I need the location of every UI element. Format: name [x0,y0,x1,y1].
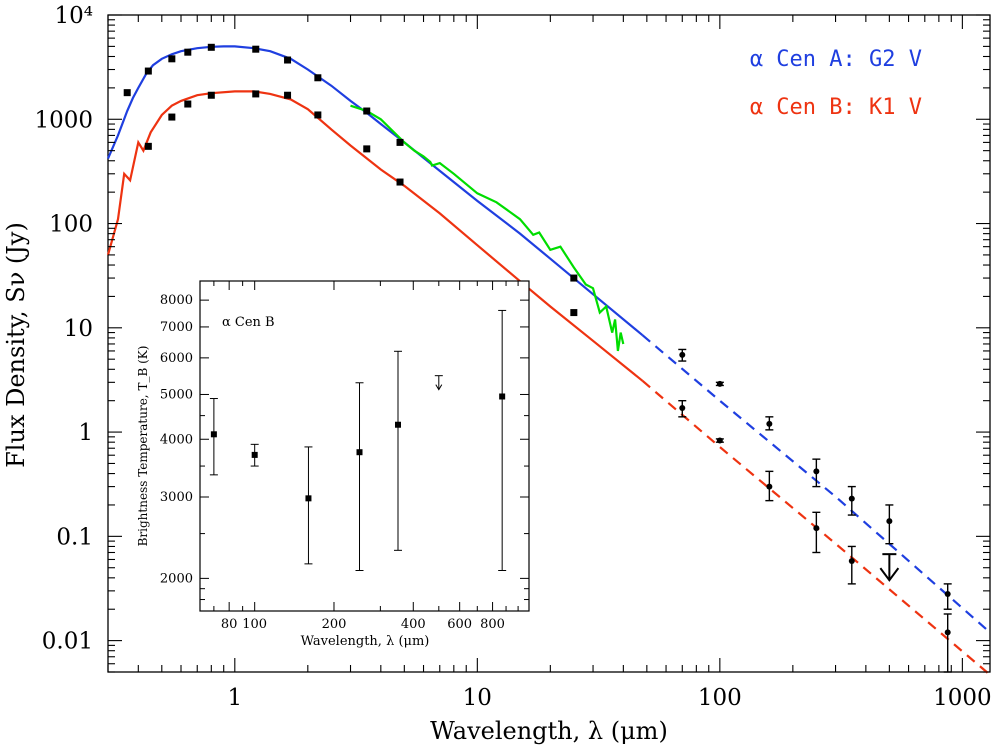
y-tick-label: 1000 [34,107,93,133]
x-tick-label: 1 [227,685,242,711]
main-axis-ticks: 1 10 100 1000 0.01 0.1 1 10 100 1000 10⁴ [34,3,991,711]
inset-y-tick-label: 5000 [160,387,193,402]
inset-data-point [305,495,312,502]
inset-points [209,309,507,572]
y-tick-label: 10 [64,316,93,342]
main-photometry-points [123,43,952,673]
x-tick-label: 1000 [933,685,992,711]
inset-title: α Cen B [222,315,275,330]
data-point [314,74,322,82]
data-point [144,67,152,75]
y-tick-label: 0.01 [42,629,93,655]
upper-limit-arrow [879,567,900,582]
inset-data-point [394,421,401,428]
data-point [123,89,131,97]
y-tick-label: 1 [78,420,93,446]
inset-x-tick-label: 200 [322,617,347,632]
inset-y-tick-label: 6000 [160,351,193,366]
y-tick-label: 100 [49,212,93,238]
inset-y-tick-label: 2000 [160,571,193,586]
data-point [848,495,855,502]
legend-entry-cen-b: α Cen B: K1 V [750,95,922,120]
inset-data-point [210,431,217,438]
inset-x-tick-label: 100 [242,617,267,632]
data-point [184,100,192,108]
data-point [284,56,292,64]
data-point [944,629,951,636]
inset-axis-ticks: 80 100 200 400 600 800 2000 3000 4000 5000 6000 700… [160,281,529,632]
inset-data-point [499,393,506,400]
inset-data-point [251,451,258,458]
data-point [168,113,176,121]
inset-x-tick-label: 600 [447,617,472,632]
x-tick-label: 100 [698,685,742,711]
data-point [144,142,152,150]
data-point [679,351,686,358]
inset-y-tick-label: 4000 [160,432,193,447]
data-point [168,55,176,63]
data-point [184,48,192,56]
data-point [363,145,371,153]
x-tick-label: 10 [463,685,492,711]
legend-entry-cen-a: α Cen A: G2 V [750,47,922,72]
inset-y-axis-label: Brightness Temperature, T_B (K) [136,346,150,547]
inset-plot-frame [199,280,530,612]
inset-y-tick-label: 8000 [160,293,193,308]
data-point [252,90,260,98]
data-point [813,468,820,475]
data-point [716,437,723,444]
data-point [813,525,820,532]
main-x-axis-label: Wavelength, λ (μm) [430,717,668,745]
data-point [396,178,404,186]
inset-x-tick-label: 800 [480,617,505,632]
data-point [679,405,686,412]
data-point [570,274,578,282]
inset-y-tick-label: 3000 [160,490,193,505]
inset-y-tick-label: 7000 [160,320,193,335]
inset-x-tick-label: 80 [221,617,238,632]
series-0-model-extrapolation [641,334,991,634]
data-point [314,111,322,119]
inset-data-point [356,449,363,456]
inset-x-axis-label: Wavelength, λ (μm) [301,634,430,649]
inset-upper-limit-arrow [435,384,443,391]
y-tick-label: 10⁴ [55,3,94,29]
data-point [207,43,215,51]
series-1-model-extrapolation [641,379,991,676]
data-point [766,420,773,427]
data-point [766,483,773,490]
data-point [252,45,260,53]
data-point [363,107,371,115]
inset-x-tick-label: 400 [401,617,426,632]
data-point [716,380,723,387]
main-y-axis-label: Flux Density, Sν (Jy) [2,222,30,468]
data-point [848,558,855,565]
data-point [396,138,404,146]
data-point [284,91,292,99]
data-point [886,518,893,525]
data-point [207,91,215,99]
y-tick-label: 0.1 [56,524,93,550]
series-2-model-line [350,104,625,352]
data-point [944,590,951,597]
data-point [570,309,578,317]
